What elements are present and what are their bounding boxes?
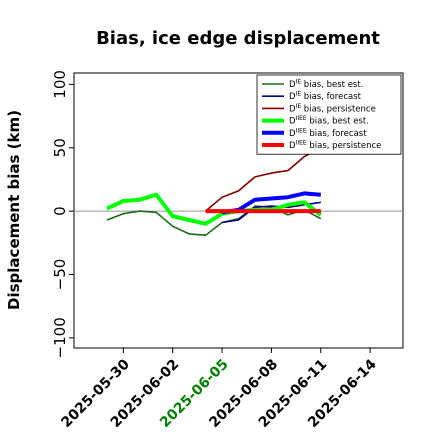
legend-entry-1: DIE bias, forecast — [289, 91, 362, 103]
y-axis-label: Displacement bias (km) — [5, 110, 23, 310]
series-line-2 — [205, 147, 322, 212]
legend-entry-5: DIIEE bias, persistence — [289, 140, 381, 152]
series-line-0 — [106, 205, 322, 236]
chart-title: Bias, ice edge displacement — [96, 28, 380, 49]
legend-entry-0: DIE bias, best est. — [289, 79, 363, 91]
series-line-3 — [106, 192, 323, 226]
y-tick-label: 100 — [51, 70, 69, 99]
y-tick-label: 0 — [51, 206, 69, 216]
legend-entry-2: DIE bias, persistence — [289, 103, 376, 115]
legend-entry-4: DIIEE bias, forecast — [289, 127, 367, 139]
y-tick-label: 50 — [51, 138, 69, 157]
plot-frame — [73, 72, 404, 349]
y-tick-label: −50 — [51, 259, 69, 291]
legend-entry-3: DIIEE bias, best est. — [289, 115, 369, 127]
y-tick-label: −100 — [51, 317, 69, 358]
legend-box — [256, 74, 402, 155]
